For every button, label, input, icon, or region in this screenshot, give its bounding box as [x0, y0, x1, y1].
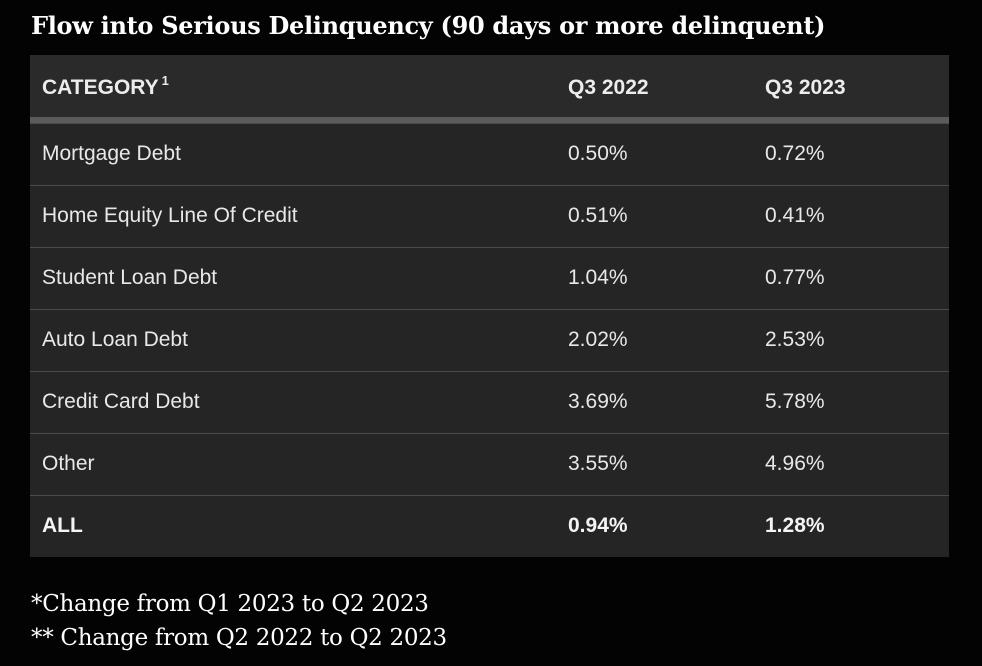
row-category: Credit Card Debt: [42, 390, 200, 413]
row-q3-2023-value: 4.96%: [765, 452, 825, 475]
row-q3-2022-value: 3.69%: [568, 390, 628, 413]
header-category: CATEGORY 1: [42, 55, 169, 117]
row-category: Student Loan Debt: [42, 266, 218, 289]
footnote-quarterly-change: *Change from Q1 2023 to Q2 2023: [31, 591, 429, 617]
table-row: Credit Card Debt 3.69% 5.78%: [30, 371, 949, 433]
header-divider: [30, 117, 949, 123]
row-category: ALL: [42, 514, 83, 537]
row-category: Home Equity Line Of Credit: [42, 204, 298, 227]
delinquency-table: CATEGORY 1 Q3 2022 Q3 2023 Mortgage Debt …: [30, 55, 949, 557]
row-q3-2023-value: 5.78%: [765, 390, 825, 413]
header-footnote-marker: 1: [161, 73, 169, 88]
row-q3-2022-value: 1.04%: [568, 266, 628, 289]
table-row: Other 3.55% 4.96%: [30, 433, 949, 495]
table-row: Student Loan Debt 1.04% 0.77%: [30, 247, 949, 309]
header-category-label: CATEGORY: [42, 76, 159, 99]
table-row: Auto Loan Debt 2.02% 2.53%: [30, 309, 949, 371]
footnote-annual-change: ** Change from Q2 2022 to Q2 2023: [31, 625, 447, 651]
row-q3-2023-value: 1.28%: [765, 514, 825, 537]
row-q3-2022-value: 3.55%: [568, 452, 628, 475]
row-category: Other: [42, 452, 95, 475]
row-q3-2022-value: 0.94%: [568, 514, 628, 537]
table-row: Home Equity Line Of Credit 0.51% 0.41%: [30, 185, 949, 247]
row-category: Auto Loan Debt: [42, 328, 188, 351]
header-q3-2023: Q3 2023: [765, 76, 846, 99]
table-row: Mortgage Debt 0.50% 0.72%: [30, 123, 949, 185]
row-category: Mortgage Debt: [42, 142, 181, 165]
row-q3-2022-value: 0.50%: [568, 142, 628, 165]
row-q3-2022-value: 2.02%: [568, 328, 628, 351]
row-q3-2023-value: 0.77%: [765, 266, 825, 289]
table-row-total: ALL 0.94% 1.28%: [30, 495, 949, 557]
row-q3-2022-value: 0.51%: [568, 204, 628, 227]
header-q3-2022: Q3 2022: [568, 76, 649, 99]
page-title: Flow into Serious Delinquency (90 days o…: [31, 11, 826, 40]
row-q3-2023-value: 2.53%: [765, 328, 825, 351]
row-q3-2023-value: 0.72%: [765, 142, 825, 165]
table-header: CATEGORY 1 Q3 2022 Q3 2023: [30, 55, 949, 117]
row-q3-2023-value: 0.41%: [765, 204, 825, 227]
